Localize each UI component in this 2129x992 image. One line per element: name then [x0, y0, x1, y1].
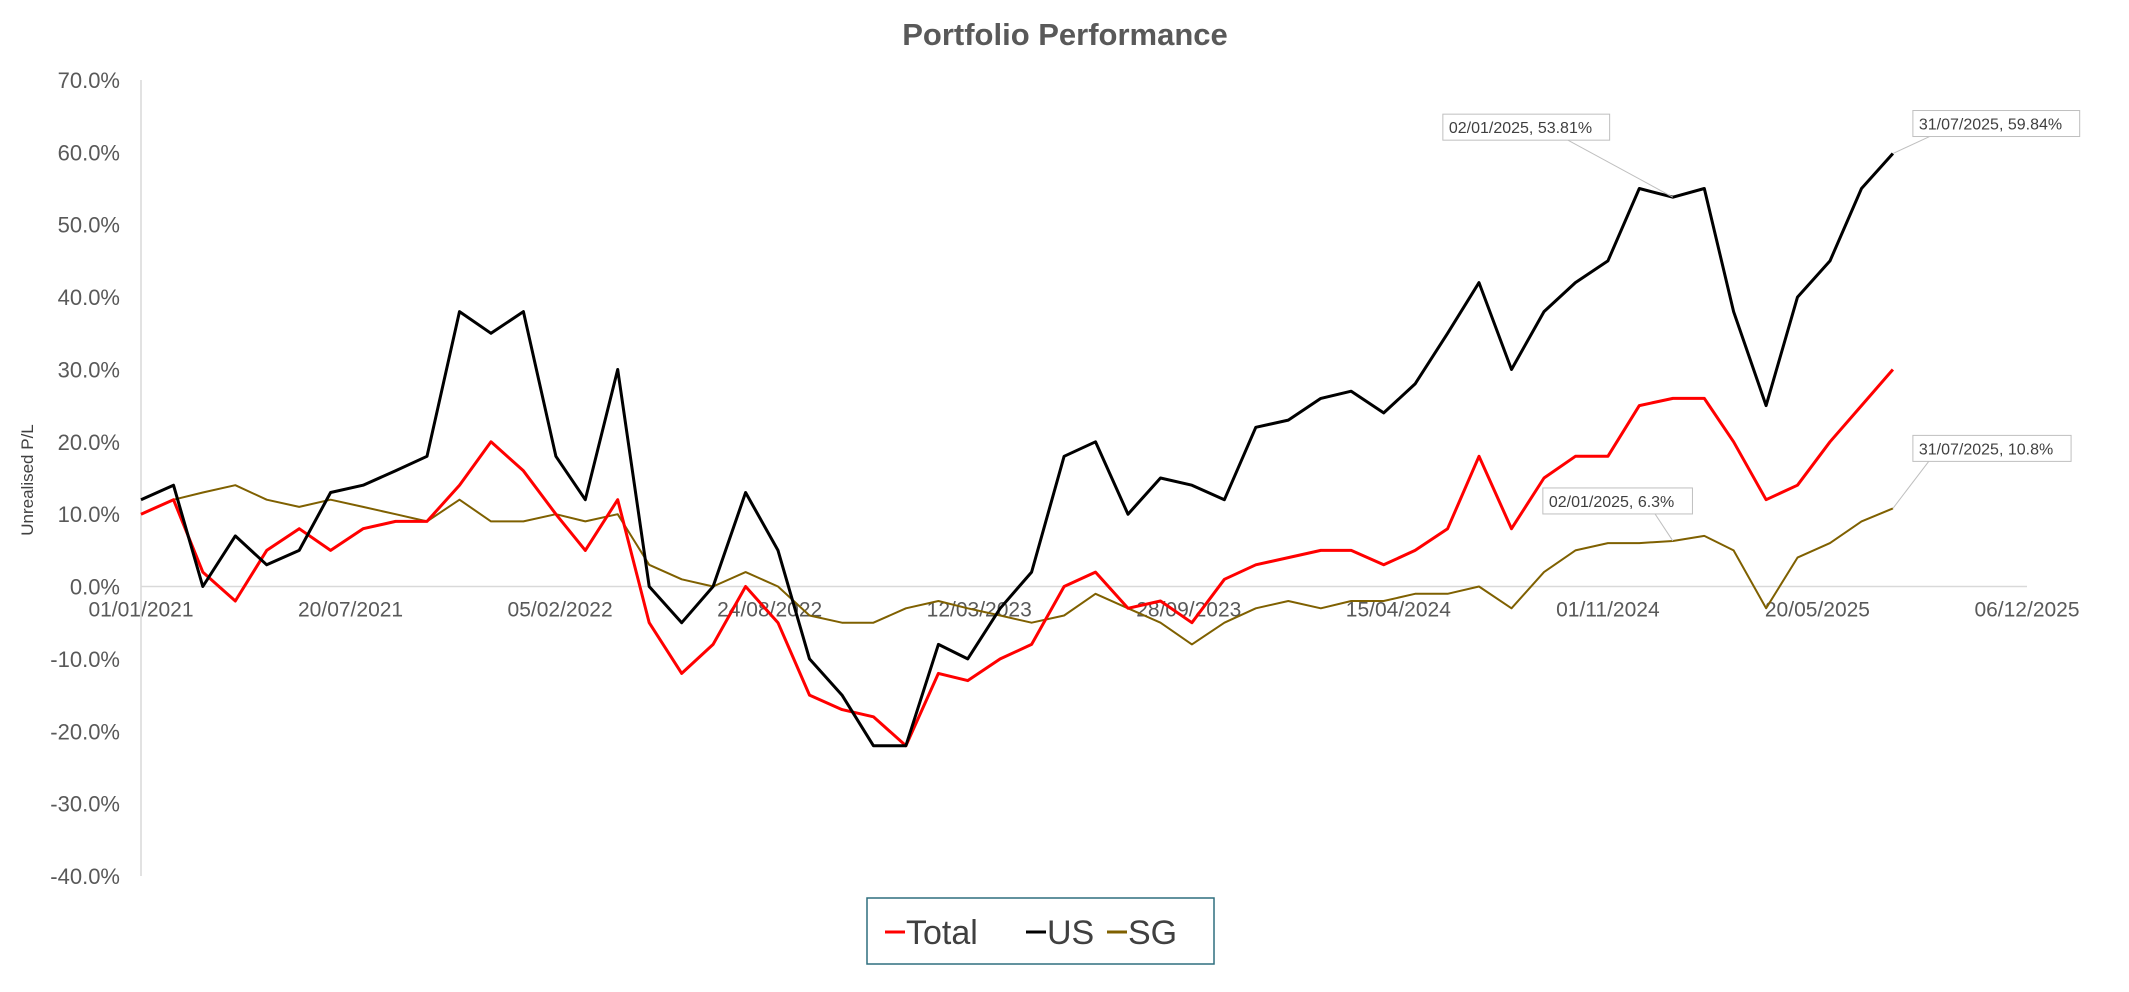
annotation-leader: [1892, 461, 1930, 509]
annotation-leader: [1654, 513, 1674, 542]
y-tick-label: -10.0%: [50, 647, 120, 672]
y-tick-label: -20.0%: [50, 719, 120, 744]
annotation-box: [1442, 113, 1611, 141]
annotation-box: [1912, 434, 2072, 462]
legend-label-sg: SG: [1128, 914, 1177, 952]
y-tick-label: -40.0%: [50, 864, 120, 889]
y-tick-label: 20.0%: [58, 430, 120, 455]
series-line-sg: [140, 484, 1894, 646]
annotation-label: 31/07/2025, 59.84%: [1919, 117, 2062, 134]
annotation-box: [1542, 487, 1693, 515]
chart-title: Portfolio Performance: [902, 17, 1228, 52]
x-tick-label: 28/09/2023: [1136, 599, 1241, 622]
y-tick-label: 50.0%: [58, 213, 120, 238]
y-axis-label: Unrealised P/L: [18, 424, 37, 536]
legend-label-us: US: [1047, 914, 1094, 952]
y-tick-label: 40.0%: [58, 285, 120, 310]
annotation-label: 02/01/2025, 53.81%: [1449, 120, 1592, 137]
x-tick-label: 20/07/2021: [298, 599, 403, 622]
y-tick-label: 10.0%: [58, 502, 120, 527]
annotation-label: 02/01/2025, 6.3%: [1549, 494, 1674, 511]
x-tick-label: 20/05/2025: [1765, 599, 1870, 622]
annotation-box: [1912, 110, 2081, 138]
x-tick-label: 05/02/2022: [508, 599, 613, 622]
x-tick-label: 15/04/2024: [1346, 599, 1451, 622]
y-tick-label: 60.0%: [58, 140, 120, 165]
y-tick-label: 0.0%: [70, 575, 120, 600]
annotation-leader: [1567, 139, 1674, 198]
legend-label-total: Total: [906, 914, 978, 952]
series-line-us: [140, 152, 1895, 748]
x-tick-label: 06/12/2025: [1974, 599, 2079, 622]
y-tick-label: -30.0%: [50, 792, 120, 817]
y-tick-label: 70.0%: [58, 68, 120, 93]
x-tick-label: 01/11/2024: [1556, 599, 1660, 622]
y-tick-label: 30.0%: [58, 357, 120, 382]
annotation-label: 31/07/2025, 10.8%: [1919, 441, 2053, 458]
series-line-total: [140, 368, 1895, 748]
annotation-leader: [1892, 136, 1930, 154]
legend: Total US SG: [866, 897, 1215, 965]
